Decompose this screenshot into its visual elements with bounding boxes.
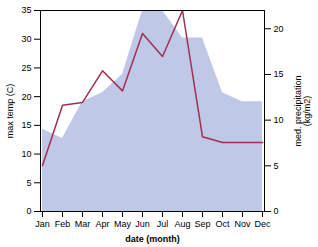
svg-text:Mar: Mar bbox=[75, 219, 91, 229]
svg-text:30: 30 bbox=[21, 34, 31, 44]
svg-text:15: 15 bbox=[274, 69, 284, 79]
svg-text:5: 5 bbox=[26, 178, 31, 188]
svg-text:Jul: Jul bbox=[157, 219, 169, 229]
svg-text:15: 15 bbox=[21, 120, 31, 130]
svg-text:Oct: Oct bbox=[215, 219, 230, 229]
svg-text:date (month): date (month) bbox=[125, 234, 180, 244]
svg-text:Feb: Feb bbox=[55, 219, 71, 229]
svg-text:20: 20 bbox=[21, 92, 31, 102]
svg-text:20: 20 bbox=[274, 24, 284, 34]
svg-text:med. precipitation(kg/m2): med. precipitation(kg/m2) bbox=[293, 75, 312, 146]
svg-text:10: 10 bbox=[274, 115, 284, 125]
svg-text:35: 35 bbox=[21, 5, 31, 15]
svg-text:May: May bbox=[114, 219, 132, 229]
svg-text:Aug: Aug bbox=[174, 219, 190, 229]
svg-text:Apr: Apr bbox=[95, 219, 109, 229]
svg-text:Dec: Dec bbox=[254, 219, 271, 229]
svg-text:0: 0 bbox=[274, 206, 279, 216]
svg-text:5: 5 bbox=[274, 161, 279, 171]
svg-text:0: 0 bbox=[26, 206, 31, 216]
svg-text:Jun: Jun bbox=[135, 219, 150, 229]
svg-text:Sep: Sep bbox=[194, 219, 210, 229]
svg-text:10: 10 bbox=[21, 149, 31, 159]
svg-text:Nov: Nov bbox=[234, 219, 251, 229]
svg-text:max temp (C): max temp (C) bbox=[5, 84, 15, 139]
svg-text:Jan: Jan bbox=[35, 219, 50, 229]
svg-text:25: 25 bbox=[21, 63, 31, 73]
